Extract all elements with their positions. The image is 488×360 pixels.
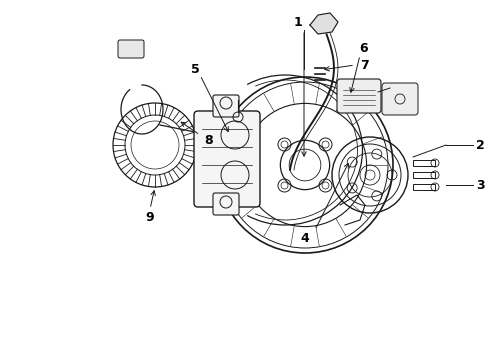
Text: 7: 7 [359,59,368,72]
FancyBboxPatch shape [213,95,239,117]
Text: 6: 6 [359,41,367,54]
Text: 2: 2 [475,139,484,152]
Text: 4: 4 [300,231,309,244]
Text: 3: 3 [475,179,484,192]
FancyBboxPatch shape [118,40,143,58]
Bar [412,160,434,166]
Polygon shape [309,13,337,34]
FancyBboxPatch shape [194,111,260,207]
Bar [412,184,434,190]
FancyBboxPatch shape [213,193,239,215]
FancyBboxPatch shape [381,83,417,115]
Text: 9: 9 [145,211,154,224]
Bar [412,172,434,178]
Text: 5: 5 [190,63,199,76]
Text: 1: 1 [293,15,302,28]
Text: 8: 8 [203,134,212,147]
FancyBboxPatch shape [336,79,380,113]
